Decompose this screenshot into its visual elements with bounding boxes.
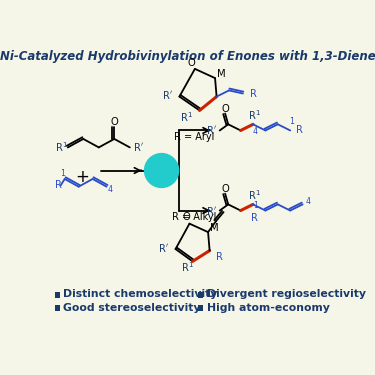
Text: R$^1$: R$^1$ bbox=[248, 188, 261, 202]
Text: R: R bbox=[250, 88, 257, 99]
Text: R: R bbox=[296, 126, 303, 135]
Text: High atom-economy: High atom-economy bbox=[207, 303, 329, 313]
Text: R$'$: R$'$ bbox=[207, 204, 218, 216]
Text: +: + bbox=[75, 168, 88, 186]
Text: O: O bbox=[221, 104, 229, 114]
FancyBboxPatch shape bbox=[55, 292, 60, 297]
Text: 4: 4 bbox=[253, 127, 258, 136]
Text: R$'$: R$'$ bbox=[159, 242, 170, 254]
Text: R: R bbox=[55, 180, 62, 190]
Text: R$'$: R$'$ bbox=[162, 89, 173, 101]
Text: R$^1$: R$^1$ bbox=[180, 110, 194, 123]
Text: Good stereoselectivity: Good stereoselectivity bbox=[63, 303, 201, 313]
Text: O: O bbox=[110, 117, 118, 127]
FancyBboxPatch shape bbox=[55, 305, 60, 310]
Text: O: O bbox=[221, 184, 229, 194]
Text: R$^1$: R$^1$ bbox=[248, 108, 261, 122]
Text: 4: 4 bbox=[107, 185, 112, 194]
Text: R: R bbox=[251, 213, 258, 223]
Text: R$'$: R$'$ bbox=[207, 124, 218, 136]
Text: R = Alkyl: R = Alkyl bbox=[172, 213, 216, 222]
Text: Distinct chemoselectivity: Distinct chemoselectivity bbox=[63, 290, 217, 300]
Text: 1: 1 bbox=[60, 169, 65, 178]
Text: R$^1$: R$^1$ bbox=[182, 261, 194, 274]
Text: Ni(0): Ni(0) bbox=[147, 165, 176, 176]
FancyBboxPatch shape bbox=[198, 305, 203, 310]
Text: O: O bbox=[183, 213, 190, 222]
Text: O: O bbox=[188, 58, 196, 69]
Text: R$^1$: R$^1$ bbox=[55, 141, 68, 154]
Text: M: M bbox=[217, 69, 226, 79]
Text: R = Aryl: R = Aryl bbox=[174, 132, 214, 142]
Text: 1: 1 bbox=[289, 117, 294, 126]
Text: R: R bbox=[216, 252, 223, 262]
Text: R$'$: R$'$ bbox=[133, 141, 144, 153]
Text: 1: 1 bbox=[253, 201, 258, 210]
FancyBboxPatch shape bbox=[198, 292, 203, 297]
Circle shape bbox=[144, 154, 178, 188]
Text: 4: 4 bbox=[306, 197, 311, 206]
Text: Divergent regioselectivity: Divergent regioselectivity bbox=[207, 290, 366, 300]
Text: M: M bbox=[210, 223, 219, 233]
Text: Ni-Catalyzed Hydrobivinylation of Enones with 1,3-Dienes: Ni-Catalyzed Hydrobivinylation of Enones… bbox=[0, 50, 375, 63]
